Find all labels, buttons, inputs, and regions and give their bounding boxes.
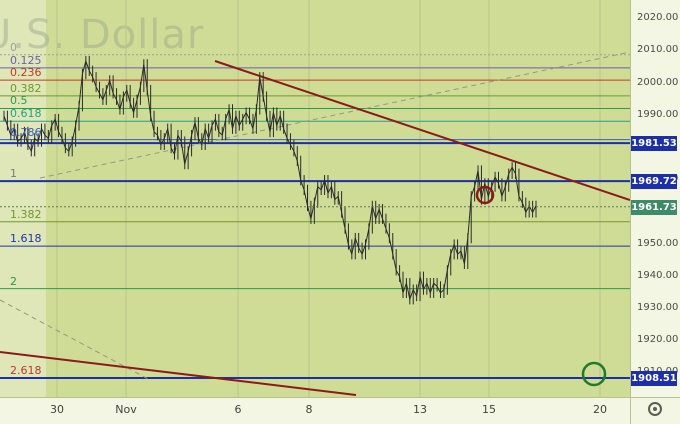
fib-level-label: 1.382 [10,207,42,221]
fib-level-label: 1 [10,167,17,181]
dashed-trendline-down [0,299,151,381]
price-line [3,59,537,302]
chart-canvas [0,0,630,397]
fib-level-label: 0.618 [10,107,42,121]
time-tick: 20 [593,403,607,416]
fib-level-label: 0.382 [10,81,42,95]
price-tick: 2010.00 [637,44,679,56]
fib-level-label: 0.125 [10,53,42,67]
price-tick: 1940.00 [637,269,679,281]
symbol-watermark: U.S. Dollar [0,12,205,58]
highlight-circle-green [581,361,607,387]
fib-level-label: 0.236 [10,66,42,80]
price-tick: 2000.00 [637,76,679,88]
time-tick: 8 [305,403,313,416]
fib-level-label: 2.618 [10,364,42,378]
price-label: 1969.72 [631,174,677,190]
time-tick: 13 [413,403,427,416]
time-axis[interactable]: 30 Nov 6 8 13 15 20 [0,397,630,424]
price-tick: 1920.00 [637,334,679,346]
chart-shaded-region [0,0,46,397]
resistance-trendline [214,60,630,201]
time-tick: Nov [115,403,137,416]
fib-level-label: 0.786 [10,125,42,139]
price-label: 1908.51 [631,371,677,387]
time-tick: 30 [50,403,64,416]
price-label: 1981.53 [631,136,677,152]
price-label: 1961.73 [631,199,677,215]
time-tick: 15 [482,403,496,416]
fib-level-label: 2 [10,274,17,288]
fib-level-label: 1.618 [10,232,42,246]
highlight-circle-red [475,185,495,205]
price-tick: 2020.00 [637,12,679,24]
price-tick: 1950.00 [637,237,679,249]
price-tick: 1930.00 [637,301,679,313]
settings-icon[interactable] [648,402,662,416]
time-tick: 6 [234,403,242,416]
price-axis[interactable]: 2020.002010.002000.001990.001970.001950.… [630,0,680,397]
chart-plot-area[interactable]: U.S. Dollar 0 0.125 0.236 0.382 0.5 0.618 0.78… [0,0,630,397]
price-tick: 1990.00 [637,108,679,120]
lower-trendline [0,351,357,396]
fib-level-label: 0.5 [10,94,28,108]
fib-level-label: 0 [10,40,17,54]
dashed-trendline-up [39,51,630,179]
